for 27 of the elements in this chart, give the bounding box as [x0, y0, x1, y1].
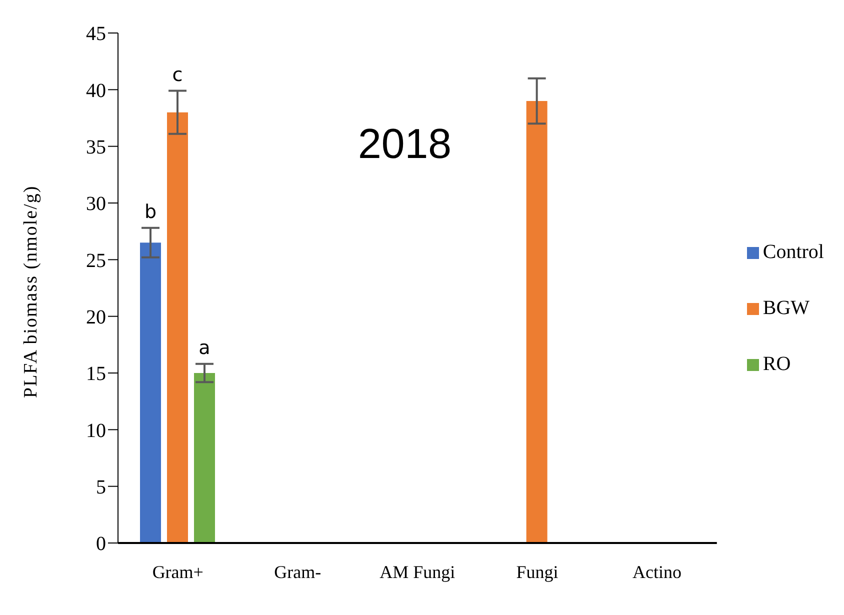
y-tick-label: 25 [86, 250, 106, 272]
x-tick-label: Fungi [516, 562, 558, 582]
bar [140, 242, 161, 543]
y-tick-label: 40 [86, 80, 106, 102]
y-tick-label: 20 [86, 306, 106, 328]
legend-label: RO [762, 353, 791, 375]
text: 2018 [358, 120, 452, 168]
x-tick-label: AM Fungi [380, 562, 456, 582]
y-tick-label: 30 [86, 193, 106, 216]
bar [526, 101, 548, 543]
y-tick-label: 10 [86, 420, 106, 442]
y-tick-label: 15 [86, 363, 106, 386]
x-tick-label: Gram- [274, 562, 322, 582]
x-tick-label: Actino [632, 562, 682, 582]
y-tick-label: 5 [96, 476, 106, 498]
data-label: b [144, 200, 157, 223]
y-tick-label: 0 [96, 533, 106, 556]
bar [167, 112, 188, 543]
legend-label: BGW [762, 297, 810, 319]
x-tick-label: Gram+ [152, 562, 204, 582]
bar [194, 373, 215, 543]
y-axis-title: PLFA biomass (nmole/g) [20, 185, 42, 398]
y-tick-label: 35 [86, 136, 106, 158]
data-label: c [172, 64, 183, 86]
data-label: a [198, 336, 210, 359]
legend-label: Control [762, 241, 824, 263]
y-tick-label: 45 [86, 23, 106, 46]
